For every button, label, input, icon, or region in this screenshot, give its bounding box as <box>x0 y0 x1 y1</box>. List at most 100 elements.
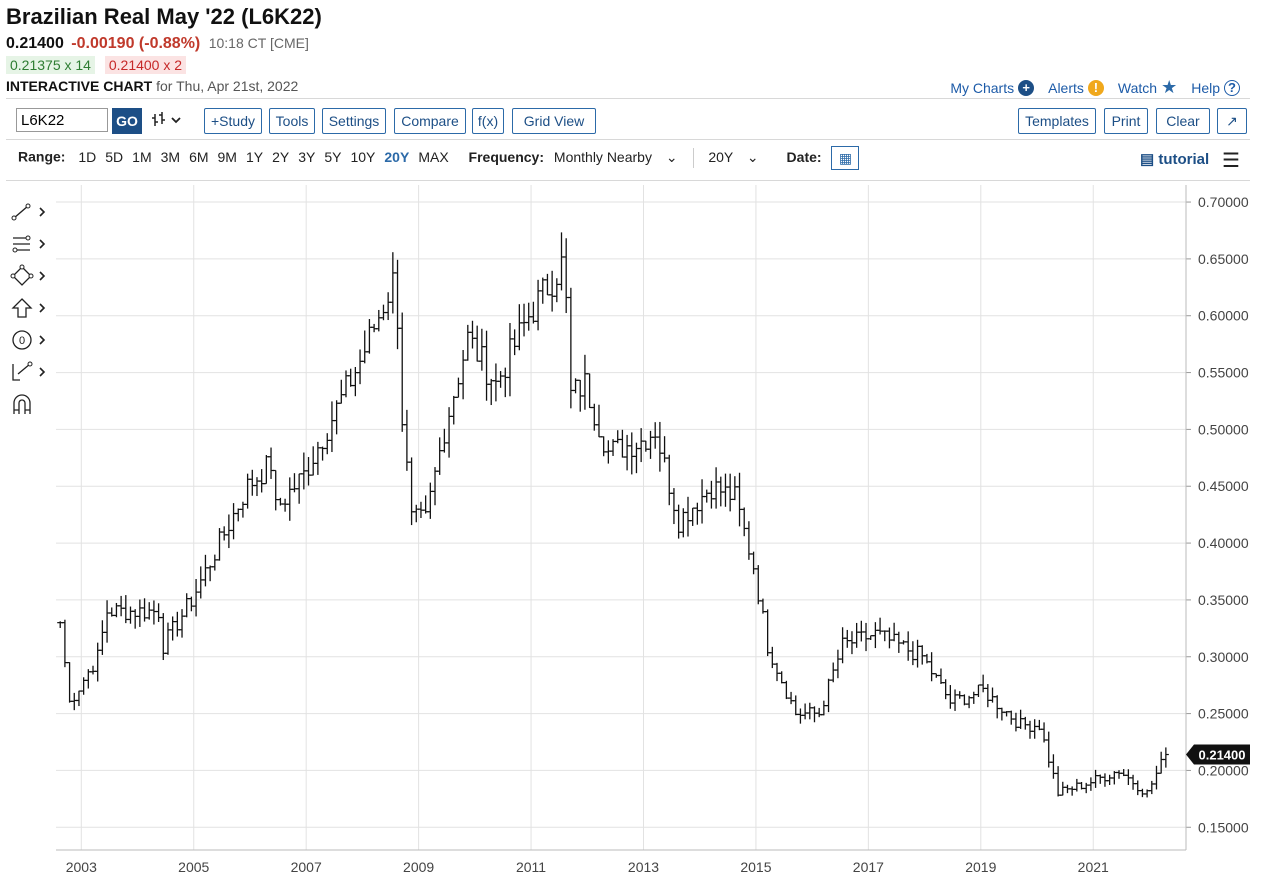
measure-tool-icon <box>12 361 46 381</box>
trend-line-icon <box>11 203 46 221</box>
y-tick-label: 0.70000 <box>1198 194 1249 210</box>
symbol-input[interactable] <box>16 108 108 132</box>
watch-link[interactable]: Watch ★ <box>1118 77 1177 98</box>
expand-icon: ↗ <box>1226 113 1238 129</box>
x-tick-label: 2009 <box>403 859 434 875</box>
svg-text:0: 0 <box>19 335 25 347</box>
separator <box>693 148 695 168</box>
magnet-tool[interactable] <box>10 392 50 416</box>
range-option[interactable]: 10Y <box>350 148 376 165</box>
range-option[interactable]: 3M <box>160 148 181 165</box>
x-tick-label: 2019 <box>965 859 996 875</box>
x-tick-label: 2007 <box>291 859 322 875</box>
chart-toolbar: GO +Study Tools Settings Compare f(x) Gr… <box>14 108 1250 136</box>
quote-line: 0.21400 -0.00190 (-0.88%) 10:18 CT [CME] <box>6 35 309 53</box>
study-button[interactable]: +Study <box>204 108 262 134</box>
y-tick-label: 0.55000 <box>1198 365 1249 381</box>
range-option[interactable]: MAX <box>418 148 449 165</box>
expand-button[interactable]: ↗ <box>1217 108 1247 134</box>
period-dropdown[interactable]: 20Y ⌄ <box>708 149 762 165</box>
range-option[interactable]: 20Y <box>384 148 410 165</box>
range-option[interactable]: 3Y <box>298 148 316 165</box>
trend-line-tool[interactable] <box>10 200 50 224</box>
alerts-link[interactable]: Alerts ! <box>1048 79 1104 96</box>
y-tick-label: 0.50000 <box>1198 421 1249 437</box>
calendar-button[interactable]: ▦ <box>831 146 860 170</box>
film-icon: ▤ <box>1140 151 1155 168</box>
x-tick-label: 2003 <box>66 859 97 875</box>
last-price-marker: 0.21400 <box>1186 744 1250 765</box>
alert-icon: ! <box>1087 79 1104 96</box>
bid-value: 0.21375 x 14 <box>6 56 95 74</box>
chart-date: for Thu, Apr 21st, 2022 <box>156 78 299 94</box>
range-bar: Range: 1D 5D 1M 3M 6M 9M 1Y 2Y 3Y 5Y 10Y 20Y MAX Fre… <box>18 146 860 170</box>
frequency-dropdown[interactable]: Monthly Nearby ⌄ <box>554 149 682 165</box>
shape-tool[interactable] <box>10 264 50 288</box>
bid-ask: 0.21375 x 14 0.21400 x 2 <box>6 56 187 74</box>
my-charts-label: My Charts <box>950 79 1015 96</box>
divider-toolbar <box>6 139 1250 140</box>
measure-tool[interactable] <box>10 360 50 384</box>
arrow-tool[interactable] <box>10 296 50 320</box>
compare-button[interactable]: Compare <box>394 108 466 134</box>
price-change: -0.00190 (-0.88%) <box>71 35 201 52</box>
circle-zero-icon: 0 <box>12 330 46 350</box>
top-links: My Charts + Alerts ! Watch ★ Help ? <box>950 77 1240 98</box>
chevron-down-icon: ⌄ <box>665 148 678 165</box>
period-value: 20Y <box>708 148 734 165</box>
x-tick-label: 2017 <box>853 859 884 875</box>
help-link[interactable]: Help ? <box>1191 79 1240 96</box>
fib-tool[interactable] <box>10 232 50 256</box>
tutorial-link[interactable]: ▤ tutorial <box>1140 150 1209 168</box>
templates-button[interactable]: Templates <box>1018 108 1096 134</box>
x-tick-label: 2011 <box>516 859 546 875</box>
range-option[interactable]: 5D <box>105 148 124 165</box>
y-axis: 0.70000 0.65000 0.60000 0.55000 0.50000 0.450… <box>1185 185 1249 850</box>
ask-value: 0.21400 x 2 <box>104 56 187 74</box>
arrow-up-icon <box>11 298 46 318</box>
y-tick-label: 0.30000 <box>1198 649 1249 665</box>
range-option[interactable]: 1D <box>78 148 97 165</box>
range-option[interactable]: 1M <box>132 148 152 165</box>
settings-button[interactable]: Settings <box>322 108 386 134</box>
grid-view-button[interactable]: Grid View <box>512 108 596 134</box>
ohlc-bars-icon <box>152 112 181 126</box>
hamburger-icon: ☰ <box>1222 150 1240 172</box>
y-tick-label: 0.15000 <box>1198 819 1249 835</box>
go-button[interactable]: GO <box>112 108 142 134</box>
divider-range <box>6 180 1250 181</box>
last-price-label: 0.21400 <box>1199 748 1246 763</box>
x-tick-label: 2015 <box>740 859 771 875</box>
annotation-tool[interactable]: 0 <box>10 328 50 352</box>
quote-time: 10:18 CT [CME] <box>208 35 309 51</box>
range-label: Range: <box>18 148 66 165</box>
bar-type-selector[interactable] <box>152 110 186 130</box>
range-option[interactable]: 6M <box>189 148 209 165</box>
y-tick-label: 0.45000 <box>1198 478 1249 494</box>
range-option[interactable]: 9M <box>217 148 237 165</box>
print-button[interactable]: Print <box>1104 108 1148 134</box>
range-option[interactable]: 2Y <box>272 148 290 165</box>
my-charts-link[interactable]: My Charts + <box>950 79 1035 96</box>
date-label: Date: <box>786 148 822 165</box>
range-option[interactable]: 1Y <box>245 148 264 165</box>
plus-circle-icon: + <box>1018 79 1035 96</box>
interactive-chart-heading: INTERACTIVE CHART for Thu, Apr 21st, 202… <box>6 78 298 94</box>
y-tick-label: 0.25000 <box>1198 706 1249 722</box>
fib-tool-icon <box>12 235 46 253</box>
y-tick-label: 0.35000 <box>1198 592 1249 608</box>
y-tick-label: 0.40000 <box>1198 535 1249 551</box>
function-button[interactable]: f(x) <box>472 108 504 134</box>
y-tick-label: 0.60000 <box>1198 308 1249 324</box>
menu-button[interactable]: ☰ <box>1222 148 1240 173</box>
divider-top <box>6 98 1250 99</box>
help-label: Help <box>1191 79 1220 96</box>
last-price: 0.21400 <box>6 35 64 52</box>
range-option[interactable]: 5Y <box>324 148 342 165</box>
clear-button[interactable]: Clear <box>1156 108 1210 134</box>
tools-button[interactable]: Tools <box>269 108 315 134</box>
help-icon: ? <box>1224 79 1240 96</box>
range-options: 1D 5D 1M 3M 6M 9M 1Y 2Y 3Y 5Y 10Y 20Y MAX <box>69 149 448 165</box>
alerts-label: Alerts <box>1048 79 1084 96</box>
